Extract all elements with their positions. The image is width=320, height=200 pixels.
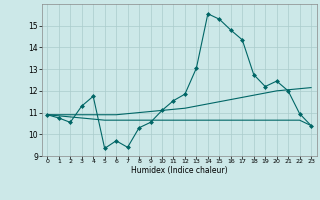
X-axis label: Humidex (Indice chaleur): Humidex (Indice chaleur): [131, 166, 228, 175]
